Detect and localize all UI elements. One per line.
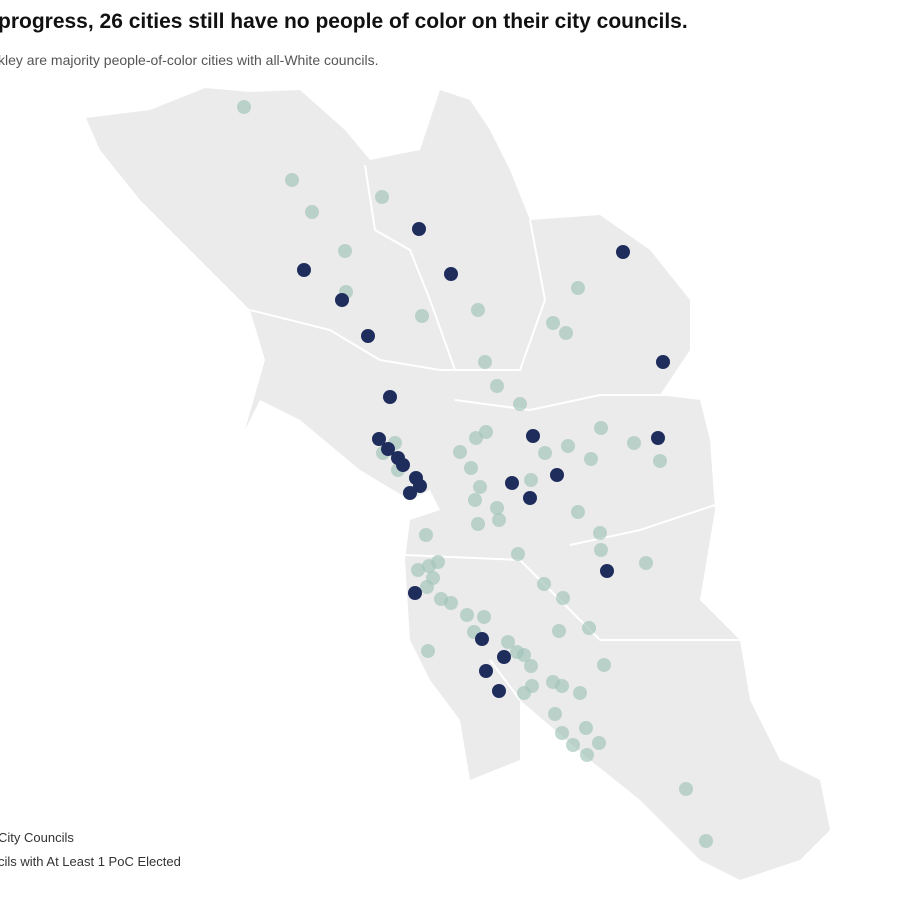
city-dots	[237, 100, 713, 848]
city-dot-poc	[431, 555, 445, 569]
city-dot-poc	[421, 644, 435, 658]
bay-area-land	[86, 88, 830, 880]
city-dot-poc	[469, 431, 483, 445]
city-dot-poc	[460, 608, 474, 622]
city-dot-poc	[594, 421, 608, 435]
city-dot-poc	[338, 244, 352, 258]
city-dot-poc	[513, 397, 527, 411]
city-dot-poc	[571, 505, 585, 519]
city-dot-all-white	[297, 263, 311, 277]
city-dot-poc	[471, 517, 485, 531]
city-dot-poc	[561, 439, 575, 453]
city-dot-poc	[420, 580, 434, 594]
city-dot-all-white	[475, 632, 489, 646]
city-dot-poc	[524, 659, 538, 673]
city-dot-poc	[471, 303, 485, 317]
city-dot-poc	[559, 326, 573, 340]
city-dot-all-white	[656, 355, 670, 369]
city-dot-poc	[538, 446, 552, 460]
city-dot-poc	[468, 493, 482, 507]
city-dot-poc	[473, 480, 487, 494]
city-dot-all-white	[335, 293, 349, 307]
city-dot-poc	[411, 563, 425, 577]
subtitle: kley are majority people-of-color cities…	[0, 52, 378, 68]
city-dot-all-white	[396, 458, 410, 472]
city-dot-poc	[285, 173, 299, 187]
city-dot-all-white	[523, 491, 537, 505]
city-dot-poc	[444, 596, 458, 610]
city-dot-poc	[639, 556, 653, 570]
city-dot-all-white	[550, 468, 564, 482]
city-dot-poc	[419, 528, 433, 542]
city-dot-poc	[573, 686, 587, 700]
city-dot-all-white	[361, 329, 375, 343]
city-dot-all-white	[497, 650, 511, 664]
city-dot-poc	[566, 738, 580, 752]
city-dot-poc	[597, 658, 611, 672]
city-dot-poc	[556, 591, 570, 605]
title: progress, 26 cities still have no people…	[0, 10, 688, 33]
city-dot-poc	[492, 513, 506, 527]
city-dot-all-white	[505, 476, 519, 490]
city-dot-poc	[548, 707, 562, 721]
city-dot-poc	[592, 736, 606, 750]
city-dot-poc	[375, 190, 389, 204]
city-dot-poc	[679, 782, 693, 796]
city-dot-poc	[594, 543, 608, 557]
city-dot-poc	[501, 635, 515, 649]
city-dot-poc	[237, 100, 251, 114]
city-dot-poc	[524, 473, 538, 487]
city-dot-poc	[464, 461, 478, 475]
city-dot-all-white	[408, 586, 422, 600]
city-dot-all-white	[403, 486, 417, 500]
city-dot-poc	[699, 834, 713, 848]
city-dot-poc	[584, 452, 598, 466]
city-dot-poc	[627, 436, 641, 450]
city-dot-poc	[305, 205, 319, 219]
city-dot-poc	[490, 501, 504, 515]
city-dot-all-white	[616, 245, 630, 259]
city-dot-all-white	[479, 664, 493, 678]
city-dot-all-white	[381, 442, 395, 456]
city-dot-all-white	[372, 432, 386, 446]
city-dot-poc	[517, 686, 531, 700]
city-dot-poc	[537, 577, 551, 591]
city-dot-poc	[453, 445, 467, 459]
city-dot-poc	[511, 547, 525, 561]
city-dot-poc	[593, 526, 607, 540]
city-dot-all-white	[526, 429, 540, 443]
city-dot-all-white	[413, 479, 427, 493]
city-dot-poc	[579, 721, 593, 735]
city-dot-poc	[555, 679, 569, 693]
city-dot-poc	[552, 624, 566, 638]
city-dot-all-white	[600, 564, 614, 578]
legend-label: City Councils	[0, 830, 74, 845]
city-dot-poc	[653, 454, 667, 468]
city-dot-poc	[517, 648, 531, 662]
city-dot-all-white	[492, 684, 506, 698]
city-dot-poc	[582, 621, 596, 635]
city-dot-poc	[555, 726, 569, 740]
city-dot-all-white	[412, 222, 426, 236]
city-dot-all-white	[651, 431, 665, 445]
city-dot-all-white	[444, 267, 458, 281]
city-dot-poc	[546, 316, 560, 330]
city-dot-poc	[571, 281, 585, 295]
city-dot-poc	[478, 355, 492, 369]
city-dot-all-white	[383, 390, 397, 404]
legend-label: cils with At Least 1 PoC Elected	[0, 854, 181, 869]
city-dot-poc	[490, 379, 504, 393]
city-dot-poc	[415, 309, 429, 323]
city-dot-poc	[477, 610, 491, 624]
city-dot-poc	[580, 748, 594, 762]
